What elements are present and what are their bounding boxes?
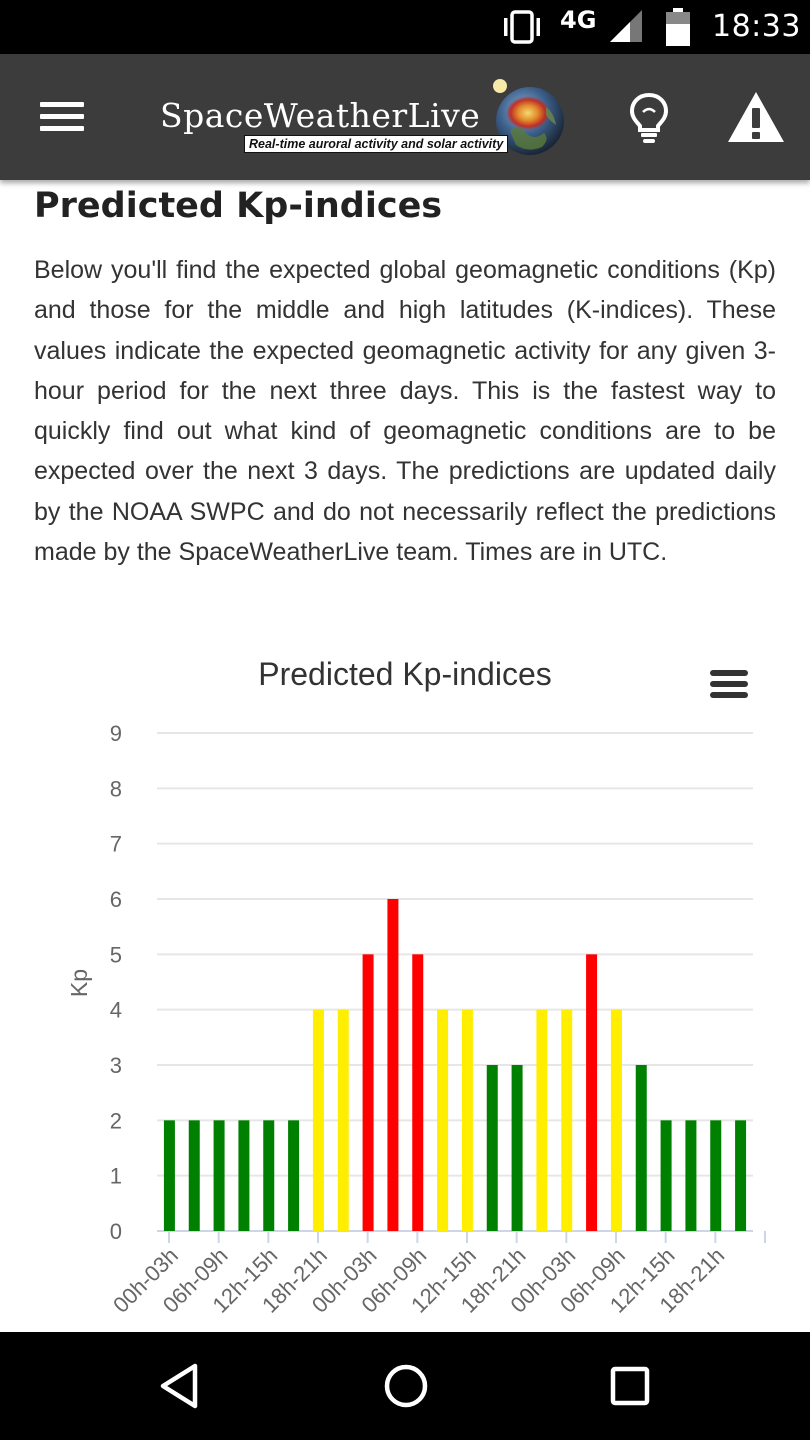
- warning-alert-icon[interactable]: [726, 90, 786, 144]
- kp-bar[interactable]: [660, 1120, 672, 1231]
- grid-lines: [157, 732, 753, 1232]
- clock: 18:33: [712, 9, 801, 44]
- y-tick-label: 6: [110, 887, 122, 912]
- kp-bar[interactable]: [710, 1120, 722, 1231]
- menu-icon-line: [40, 102, 84, 107]
- app-logo[interactable]: SpaceWeatherLive Real-ti: [160, 74, 580, 164]
- y-tick-label: 1: [110, 1164, 122, 1189]
- y-tick-label: 7: [110, 832, 122, 857]
- menu-icon-line: [710, 670, 748, 676]
- y-tick-label: 2: [110, 1108, 122, 1133]
- earth-globe-icon: [493, 79, 564, 155]
- lightbulb-icon[interactable]: [628, 92, 670, 144]
- y-tick-label: 9: [110, 721, 122, 746]
- kp-bar[interactable]: [461, 1009, 473, 1231]
- menu-icon-line: [40, 126, 84, 131]
- page-title: Predicted Kp-indices: [34, 186, 443, 226]
- kp-chart: Predicted Kp-indices Kp 0 1 2 3 4 5 6 7 8 9 00h-0…: [0, 640, 810, 1340]
- kp-chart-svg: Predicted Kp-indices Kp 0 1 2 3 4 5 6 7 8 9 00h-0…: [66, 656, 766, 1318]
- android-navigation-bar: [0, 1332, 810, 1440]
- y-tick-label: 5: [110, 942, 122, 967]
- kp-bar[interactable]: [586, 954, 598, 1231]
- chart-context-menu-button[interactable]: [708, 668, 750, 704]
- kp-bar[interactable]: [263, 1120, 275, 1231]
- signal-strength-icon: [610, 10, 642, 42]
- y-tick-label: 3: [110, 1053, 122, 1078]
- kp-bar[interactable]: [238, 1120, 250, 1231]
- kp-bar[interactable]: [213, 1120, 225, 1231]
- recent-apps-icon[interactable]: [604, 1360, 656, 1412]
- intro-paragraph: Below you'll find the expected global ge…: [34, 256, 776, 567]
- kp-bar[interactable]: [635, 1065, 647, 1231]
- y-axis-title: Kp: [66, 969, 92, 997]
- kp-bar[interactable]: [610, 1009, 622, 1231]
- logo-tagline: Real-time auroral activity and solar act…: [244, 135, 509, 153]
- kp-bar[interactable]: [412, 954, 424, 1231]
- hamburger-menu-button[interactable]: [40, 99, 86, 135]
- kp-bar[interactable]: [511, 1065, 523, 1231]
- status-bar: 4G 18:33: [0, 0, 810, 54]
- menu-icon-line: [710, 692, 748, 698]
- y-tick-label: 0: [110, 1219, 122, 1244]
- kp-bar[interactable]: [561, 1009, 573, 1231]
- y-axis-ticks: 0 1 2 3 4 5 6 7 8 9: [110, 721, 122, 1244]
- x-axis-ticks: 00h-03h06h-09h12h-15h18h-21h00h-03h06h-0…: [108, 1231, 766, 1318]
- kp-bar[interactable]: [163, 1120, 175, 1231]
- vibrate-icon: [504, 10, 540, 44]
- kp-bar[interactable]: [735, 1120, 747, 1231]
- battery-icon: [666, 8, 690, 46]
- kp-bar[interactable]: [437, 1009, 449, 1231]
- network-type-label: 4G: [560, 6, 597, 34]
- menu-icon-line: [40, 114, 84, 119]
- logo-text: SpaceWeatherLive: [160, 96, 481, 135]
- back-icon[interactable]: [155, 1360, 207, 1412]
- bars: [163, 899, 747, 1231]
- home-icon[interactable]: [380, 1360, 432, 1412]
- kp-bar[interactable]: [288, 1120, 300, 1231]
- kp-bar[interactable]: [312, 1009, 324, 1231]
- chart-title: Predicted Kp-indices: [258, 656, 551, 692]
- kp-bar[interactable]: [536, 1009, 548, 1231]
- y-tick-label: 4: [110, 998, 122, 1023]
- kp-bar[interactable]: [362, 954, 374, 1231]
- kp-bar[interactable]: [337, 1009, 349, 1231]
- kp-bar[interactable]: [685, 1120, 697, 1231]
- kp-bar[interactable]: [188, 1120, 200, 1231]
- app-bar: SpaceWeatherLive Real-ti: [0, 54, 810, 180]
- kp-bar[interactable]: [387, 899, 399, 1231]
- menu-icon-line: [710, 681, 748, 687]
- y-tick-label: 8: [110, 776, 122, 801]
- kp-bar[interactable]: [486, 1065, 498, 1231]
